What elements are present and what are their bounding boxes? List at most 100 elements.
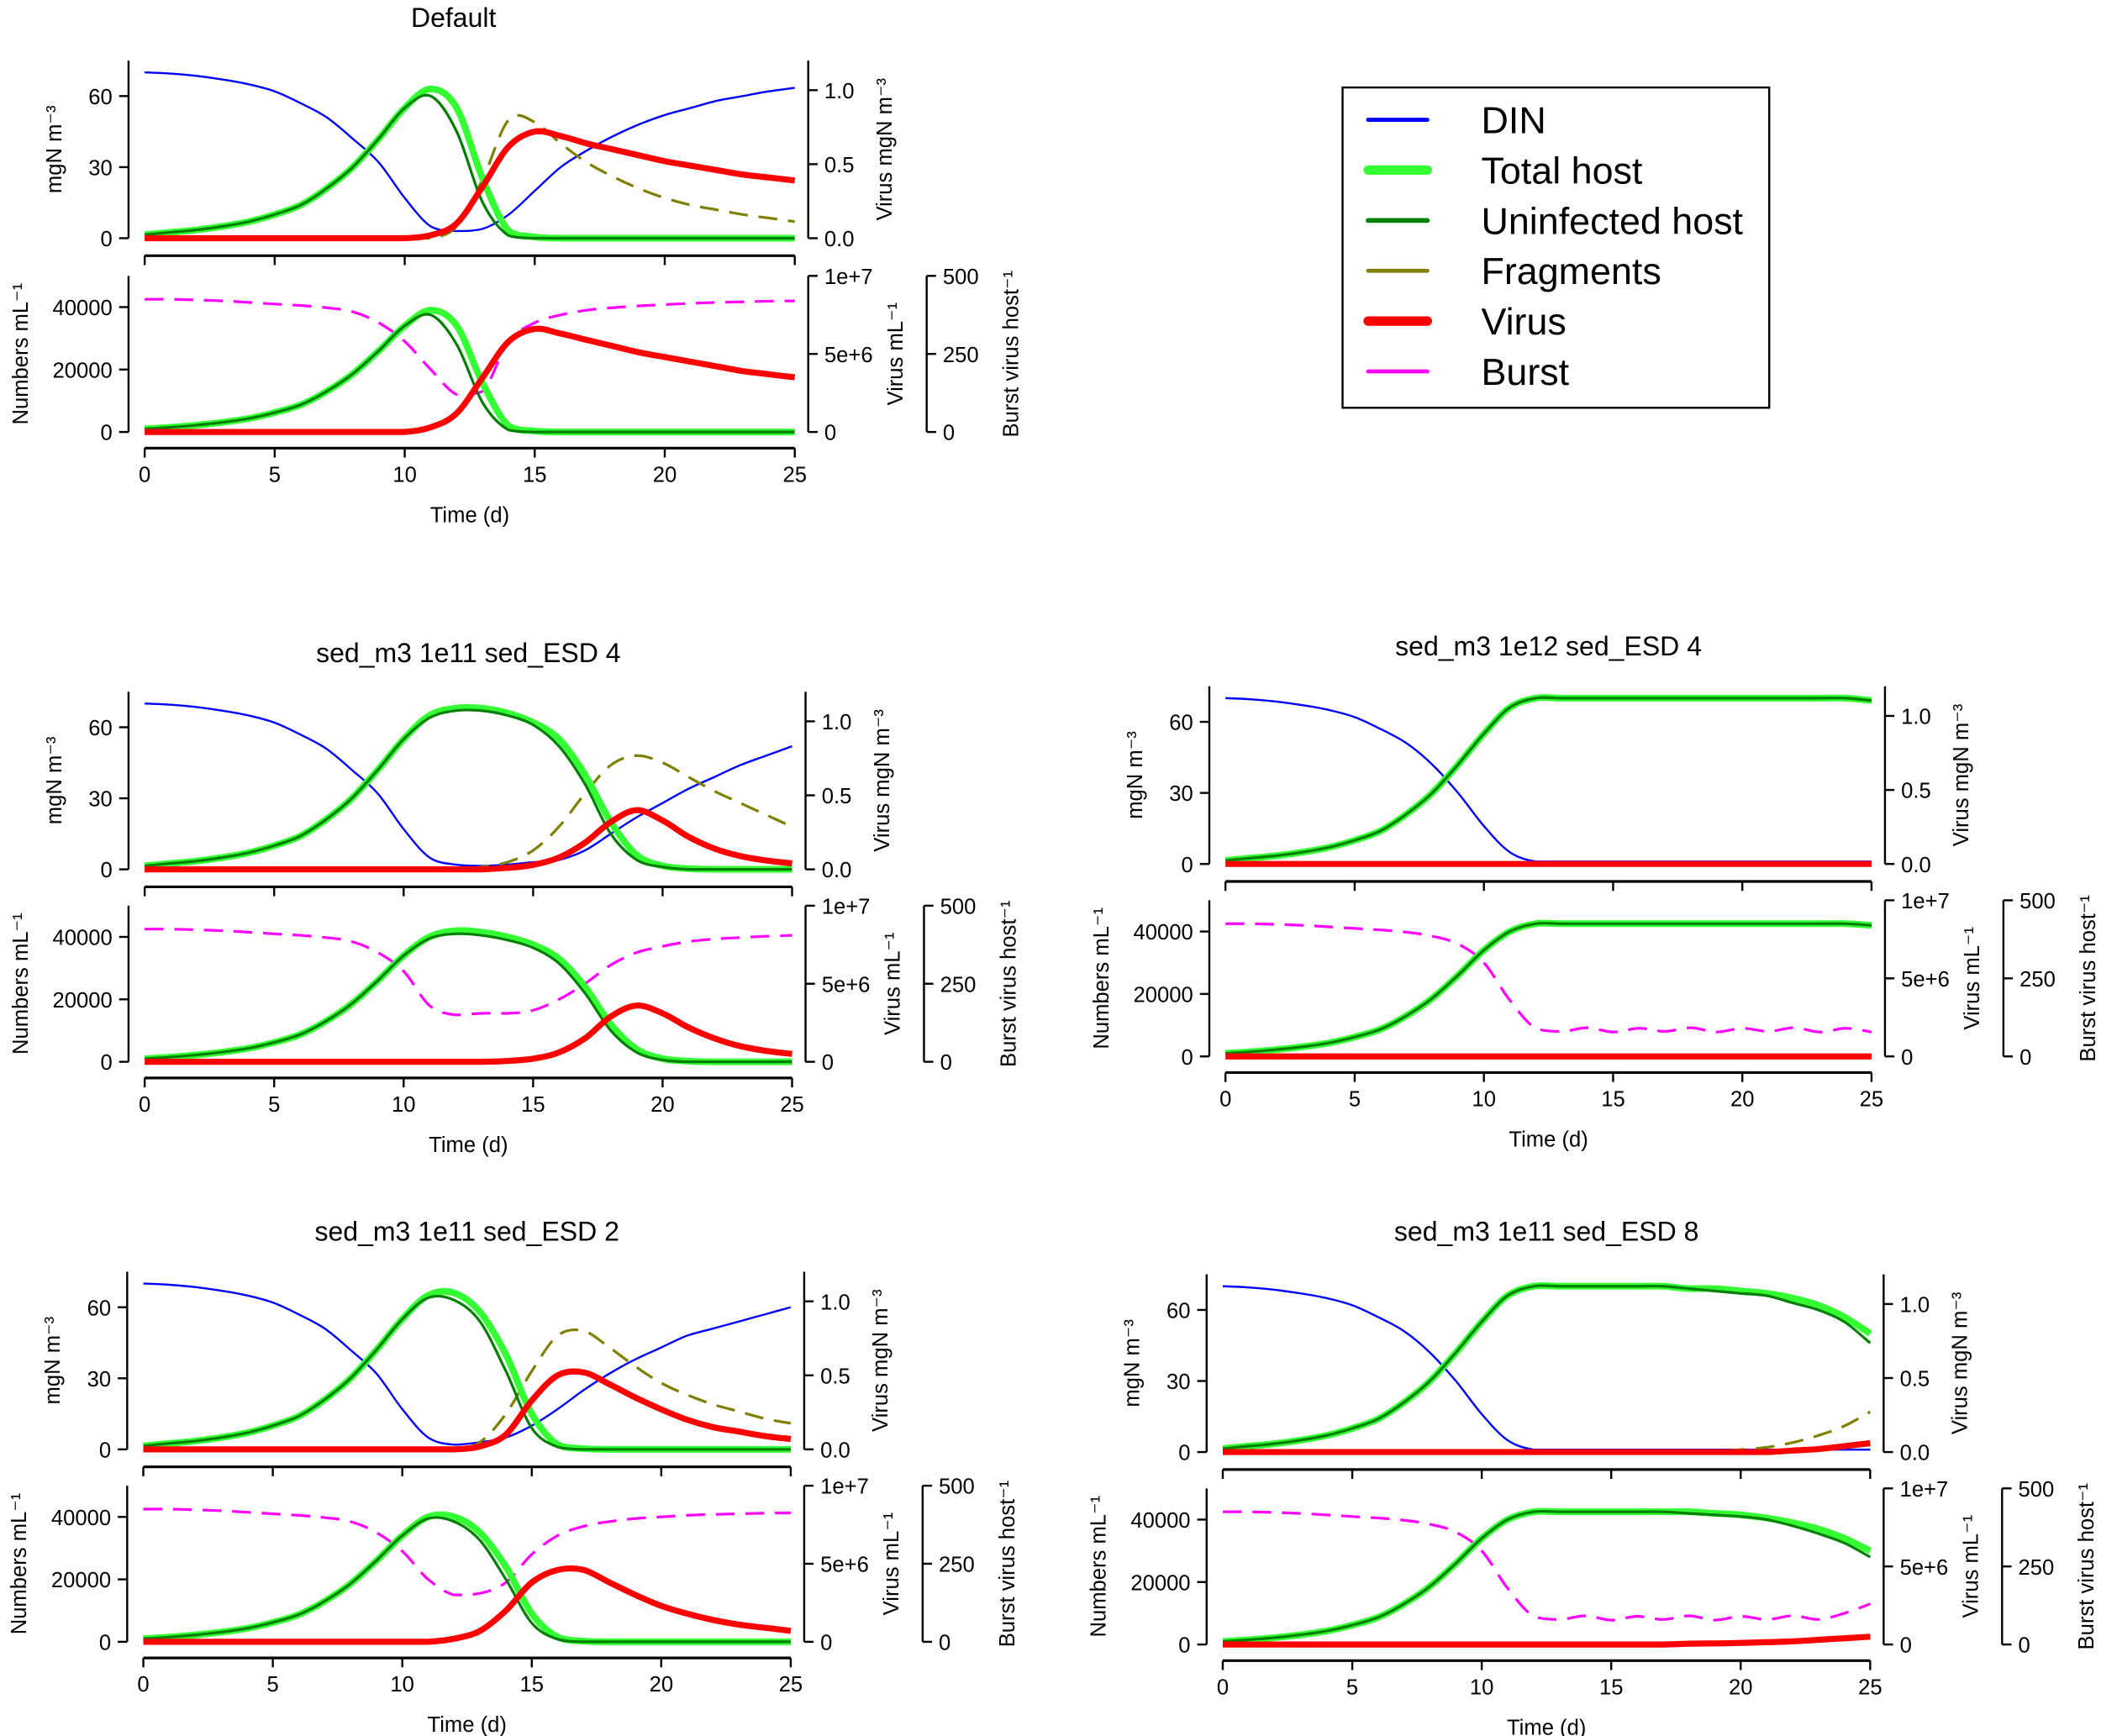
y-tick-label: 0 bbox=[99, 1439, 111, 1462]
x-tick-label: 0 bbox=[1219, 1087, 1231, 1111]
x-tick-label: 5 bbox=[266, 1673, 278, 1697]
y-tick-label: 0 bbox=[1178, 1442, 1190, 1465]
burst-line bbox=[145, 928, 792, 1017]
panel-1: sed_m3 1e11 sed_ESD 4 0 5 10 15 20 25 Time (d) 0… bbox=[9, 638, 1021, 1157]
y-tick-label: 5e+6 bbox=[1900, 1556, 1949, 1580]
top-left-axis-label: mgN m⁻³ bbox=[41, 1316, 65, 1404]
y-tick-label: 30 bbox=[88, 788, 113, 812]
x-tick-label: 10 bbox=[392, 1093, 416, 1117]
top-left-axis-label: mgN m⁻³ bbox=[1124, 731, 1147, 819]
y-tick-label: 40000 bbox=[53, 297, 113, 320]
legend-label: Fragments bbox=[1481, 250, 1661, 292]
x-tick-label: 10 bbox=[1472, 1087, 1496, 1111]
y-tick-label: 500 bbox=[943, 266, 979, 289]
y-tick-label: 0 bbox=[820, 1632, 832, 1655]
y-tick-label: 250 bbox=[2019, 968, 2056, 992]
total-host-numbers-line bbox=[144, 927, 792, 1065]
bottom-left-axis-label: Numbers mL⁻¹ bbox=[1090, 907, 1114, 1049]
din-line bbox=[145, 71, 795, 233]
y-tick-label: 30 bbox=[1166, 1370, 1191, 1394]
legend-box bbox=[1341, 86, 1771, 409]
x-tick-label: 15 bbox=[1599, 1676, 1624, 1699]
y-tick-label: 30 bbox=[87, 1368, 112, 1391]
panel-3: sed_m3 1e11 sed_ESD 2 0 5 10 15 20 25 Time (d) 0… bbox=[8, 1217, 1019, 1736]
y-tick-label: 0 bbox=[100, 422, 112, 445]
panel-title: sed_m3 1e11 sed_ESD 2 bbox=[314, 1217, 619, 1247]
total-host-line bbox=[143, 1287, 791, 1453]
y-tick-label: 250 bbox=[939, 1554, 975, 1577]
panel-title: sed_m3 1e12 sed_ESD 4 bbox=[1395, 631, 1702, 661]
bottom-right-axis-label: Virus mL⁻¹ bbox=[882, 932, 905, 1035]
y-tick-label: 5e+6 bbox=[1901, 968, 1950, 992]
y-tick-label: 0 bbox=[2019, 1046, 2031, 1070]
y-tick-label: 500 bbox=[940, 895, 977, 918]
y-tick-label: 0.0 bbox=[824, 228, 855, 251]
y-tick-label: 1e+7 bbox=[1901, 890, 1950, 913]
legend-label: Burst bbox=[1481, 350, 1569, 393]
y-tick-label: 30 bbox=[88, 157, 113, 181]
x-tick-label: 0 bbox=[137, 1673, 149, 1697]
uninfected-host-line bbox=[1222, 1284, 1872, 1450]
y-tick-label: 0 bbox=[1900, 1634, 1912, 1658]
x-tick-label: 0 bbox=[139, 463, 150, 487]
y-tick-label: 1.0 bbox=[822, 711, 852, 734]
din-line bbox=[143, 1282, 792, 1446]
legend: DIN Total host Uninfected host Fragments Vir… bbox=[1341, 86, 1771, 409]
bottom-left-axis-label: Numbers mL⁻¹ bbox=[1087, 1496, 1111, 1638]
x-tick-label: 15 bbox=[521, 1093, 545, 1117]
y-tick-label: 0 bbox=[1178, 1634, 1190, 1658]
top-left-axis-label: mgN m⁻³ bbox=[43, 105, 66, 193]
panel-2: sed_m3 1e12 sed_ESD 4 0 5 10 15 20 25 Time (d) 0… bbox=[1090, 631, 2100, 1152]
y-tick-label: 20000 bbox=[1134, 984, 1193, 1007]
y-tick-label: 5e+6 bbox=[822, 973, 871, 997]
x-tick-label: 10 bbox=[390, 1673, 414, 1697]
x-axis-label: Time (d) bbox=[1507, 1716, 1586, 1736]
fragments-line bbox=[1222, 1410, 1872, 1454]
uninfected-host-numbers-line bbox=[143, 1516, 791, 1644]
top-left-axis-label: mgN m⁻³ bbox=[43, 736, 66, 824]
burst-axis-label: Burst virus host⁻¹ bbox=[996, 1481, 1019, 1648]
y-tick-label: 0 bbox=[940, 1051, 952, 1075]
y-tick-label: 30 bbox=[1169, 782, 1193, 806]
legend-item-total: Total host bbox=[1363, 149, 1643, 192]
legend-label: Uninfected host bbox=[1481, 199, 1743, 242]
y-tick-label: 20000 bbox=[1130, 1571, 1190, 1595]
y-tick-label: 0 bbox=[2019, 1634, 2030, 1658]
y-tick-label: 60 bbox=[88, 86, 113, 109]
y-tick-label: 500 bbox=[2019, 1478, 2055, 1502]
y-tick-label: 1.0 bbox=[824, 80, 855, 103]
bottom-right-axis-label: Virus mL⁻¹ bbox=[884, 302, 908, 406]
y-tick-label: 1.0 bbox=[1901, 706, 1931, 729]
virus-mgN-line bbox=[145, 128, 796, 242]
x-axis-label: Time (d) bbox=[1509, 1128, 1588, 1152]
legend-item-din: DIN bbox=[1366, 99, 1546, 142]
y-tick-label: 1e+7 bbox=[820, 1476, 869, 1499]
y-tick-label: 250 bbox=[943, 344, 979, 367]
panel-title: sed_m3 1e11 sed_ESD 8 bbox=[1394, 1217, 1699, 1247]
uninfected-host-numbers-line bbox=[1222, 1509, 1872, 1644]
x-tick-label: 15 bbox=[523, 463, 547, 487]
y-tick-label: 500 bbox=[2019, 890, 2056, 913]
top-right-axis-label: Virus mgN m⁻³ bbox=[1950, 703, 1973, 846]
y-tick-label: 20000 bbox=[53, 359, 113, 382]
burst-axis-label: Burst virus host⁻¹ bbox=[2077, 895, 2100, 1062]
legend-item-virus: Virus bbox=[1363, 300, 1567, 343]
x-tick-label: 0 bbox=[1217, 1676, 1229, 1699]
burst-axis-label: Burst virus host⁻¹ bbox=[997, 900, 1020, 1067]
y-tick-label: 0.0 bbox=[1900, 1442, 1930, 1465]
y-tick-label: 250 bbox=[940, 973, 977, 997]
panels: Default 0 5 10 15 20 25 Time (d) 0 30 60 0.0 0.5 1.0 0… bbox=[8, 3, 2100, 1736]
x-tick-label: 15 bbox=[520, 1673, 545, 1697]
uninfected-host-line bbox=[145, 708, 792, 871]
y-tick-label: 20000 bbox=[53, 989, 113, 1013]
bottom-left-axis-label: Numbers mL⁻¹ bbox=[9, 283, 33, 425]
y-tick-label: 40000 bbox=[53, 927, 113, 950]
x-tick-label: 25 bbox=[780, 1093, 804, 1117]
y-tick-label: 1.0 bbox=[1900, 1294, 1930, 1318]
virus-mgN-line bbox=[143, 1368, 792, 1453]
x-tick-label: 25 bbox=[782, 463, 807, 487]
virus-mgN-line bbox=[1222, 1439, 1871, 1455]
x-tick-label: 20 bbox=[650, 1093, 675, 1117]
y-tick-label: 40000 bbox=[1134, 921, 1193, 944]
